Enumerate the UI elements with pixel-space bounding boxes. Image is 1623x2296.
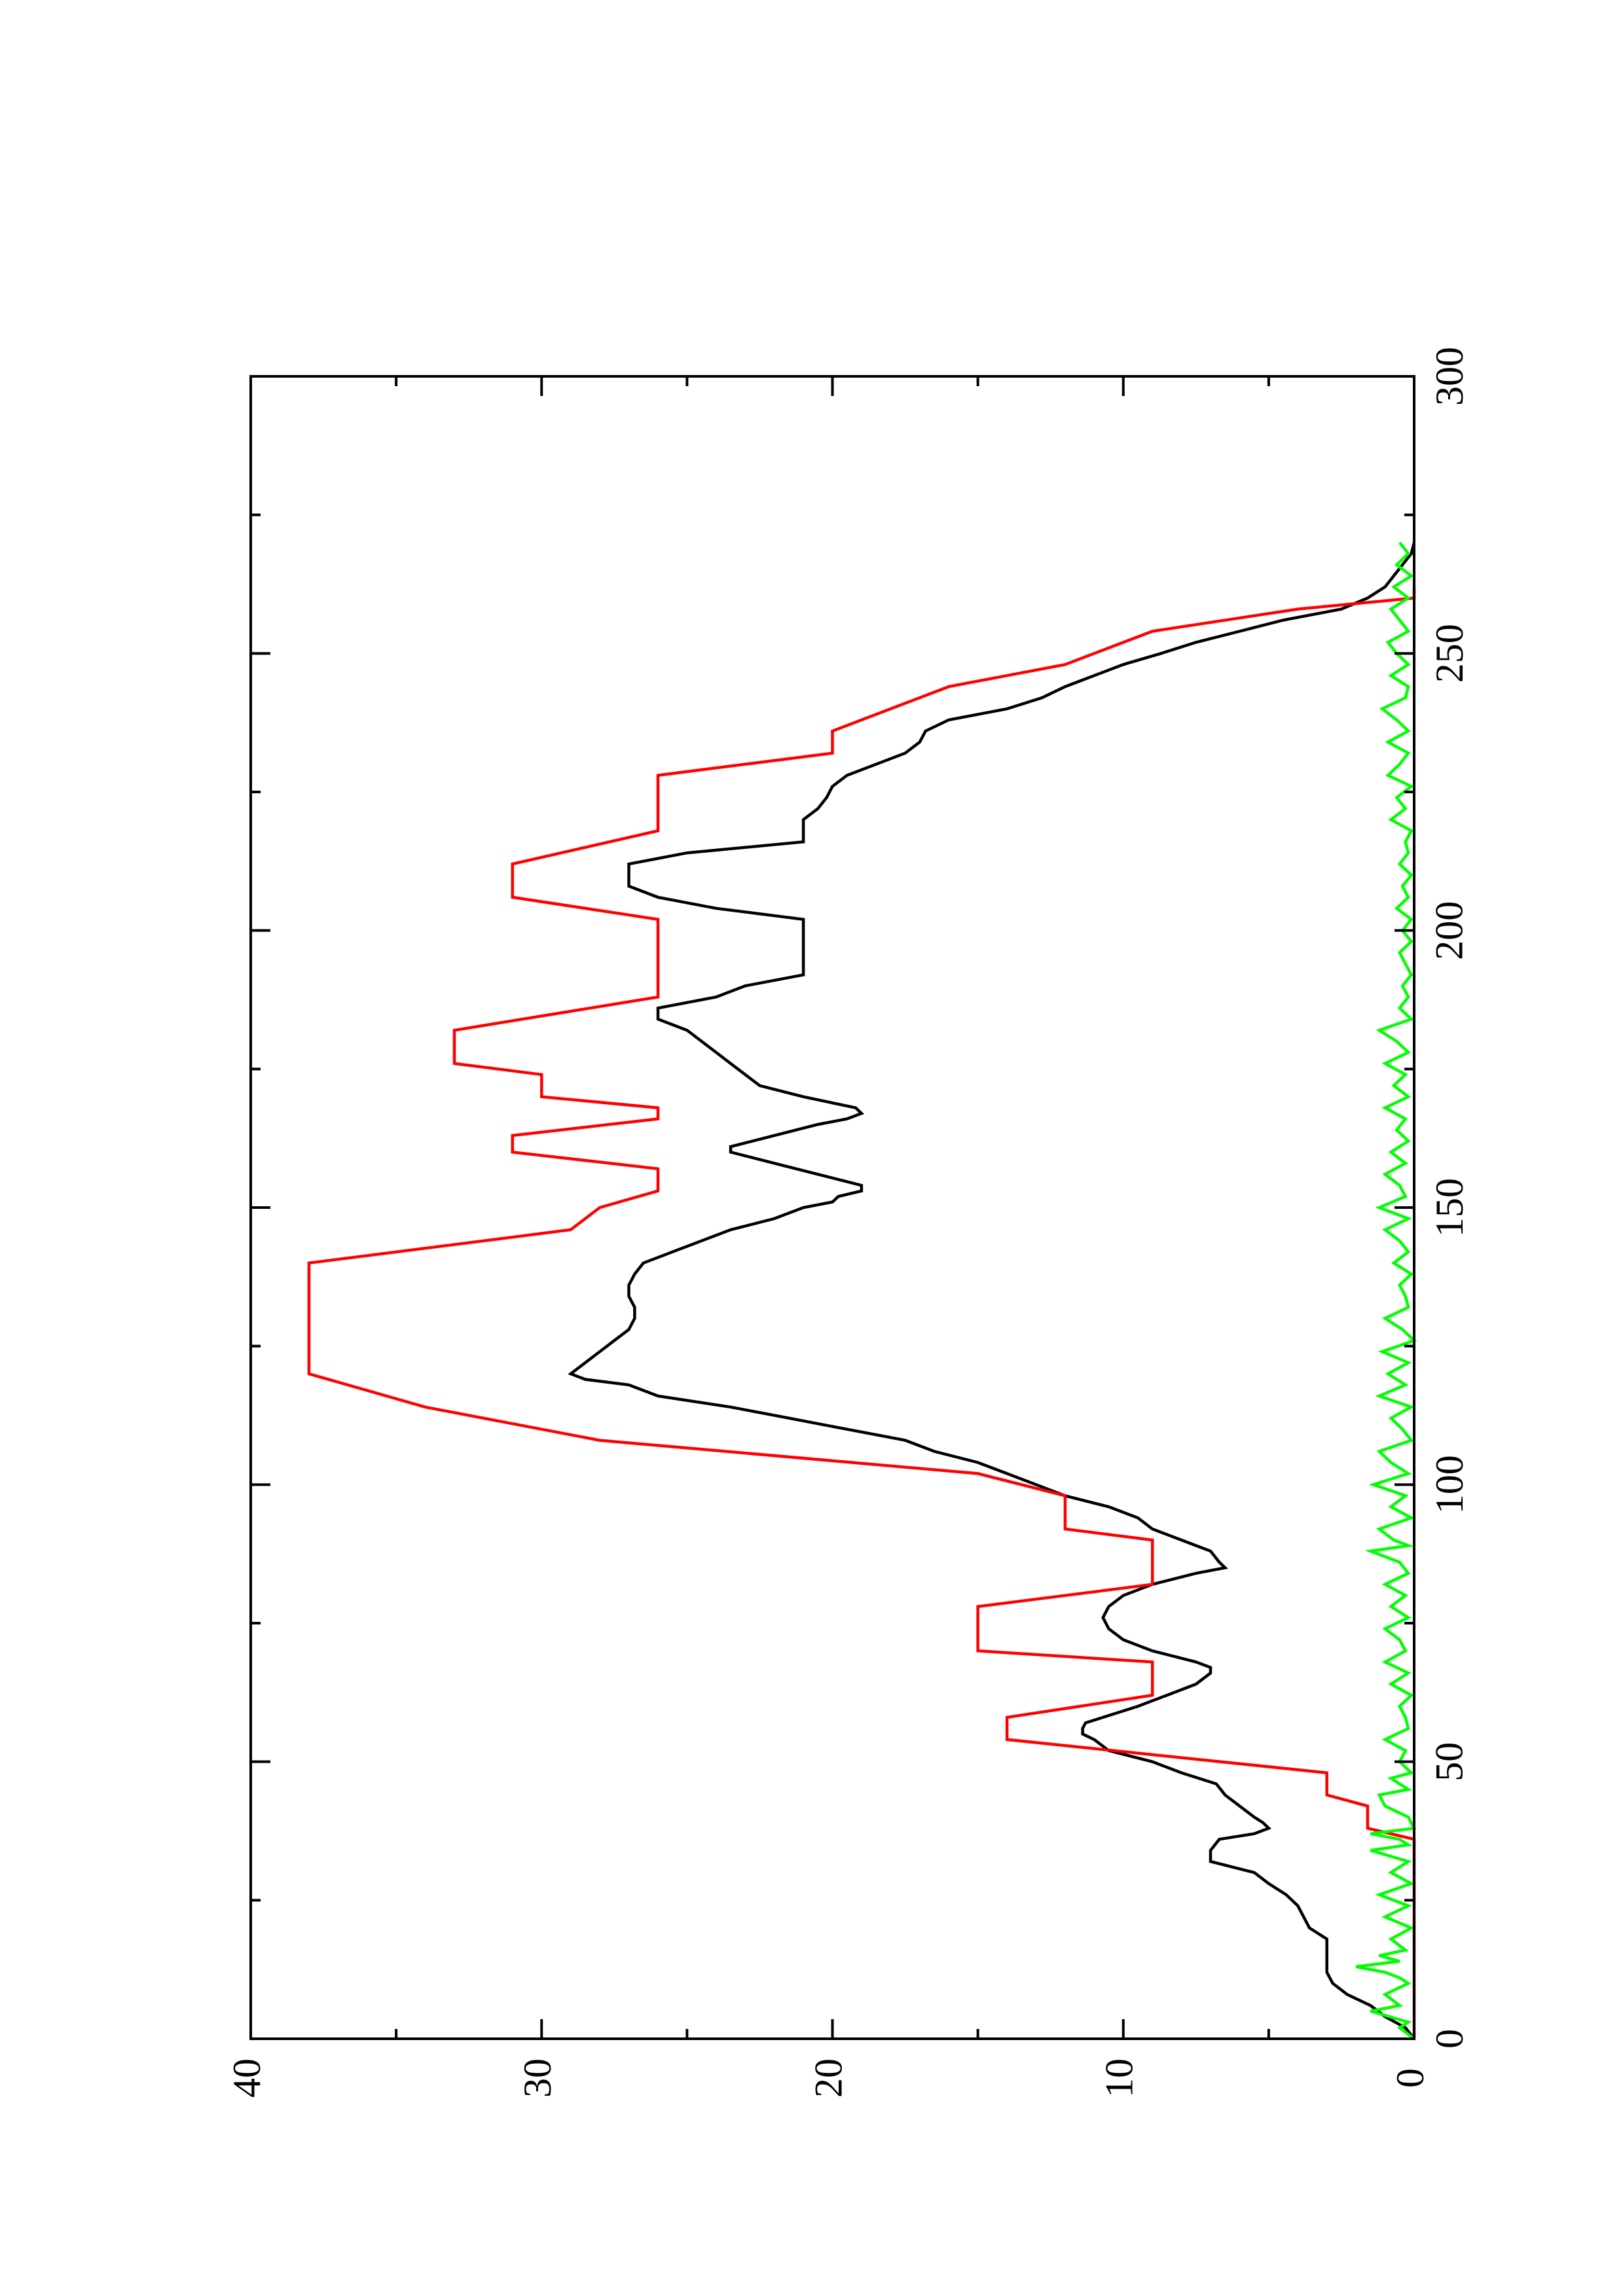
y-tick-label: 0 bbox=[1389, 2068, 1432, 2088]
tick-label-layer: 0 50 100 150 200 250 300 0 10 20 30 40 bbox=[225, 347, 1471, 2098]
x-tick-label: 150 bbox=[1428, 1178, 1471, 1237]
x-tick-label: 50 bbox=[1428, 1742, 1471, 1782]
series-line-2 bbox=[307, 586, 1416, 2039]
x-tick-label: 250 bbox=[1428, 624, 1471, 683]
x-tick-label: 200 bbox=[1428, 901, 1471, 960]
x-tick-label: 100 bbox=[1428, 1455, 1471, 1514]
series-line-3 bbox=[1355, 541, 1417, 2040]
x-tick-label: 0 bbox=[1428, 2029, 1471, 2049]
y-tick-label: 40 bbox=[225, 2058, 268, 2098]
tick-layer bbox=[249, 375, 1415, 2040]
y-tick-label: 10 bbox=[1098, 2058, 1141, 2098]
y-tick-label: 30 bbox=[516, 2058, 559, 2098]
y-tick-label: 20 bbox=[807, 2058, 850, 2098]
series-line-1 bbox=[568, 542, 1416, 2040]
series-layer bbox=[307, 541, 1417, 2040]
x-tick-label: 300 bbox=[1428, 347, 1471, 406]
